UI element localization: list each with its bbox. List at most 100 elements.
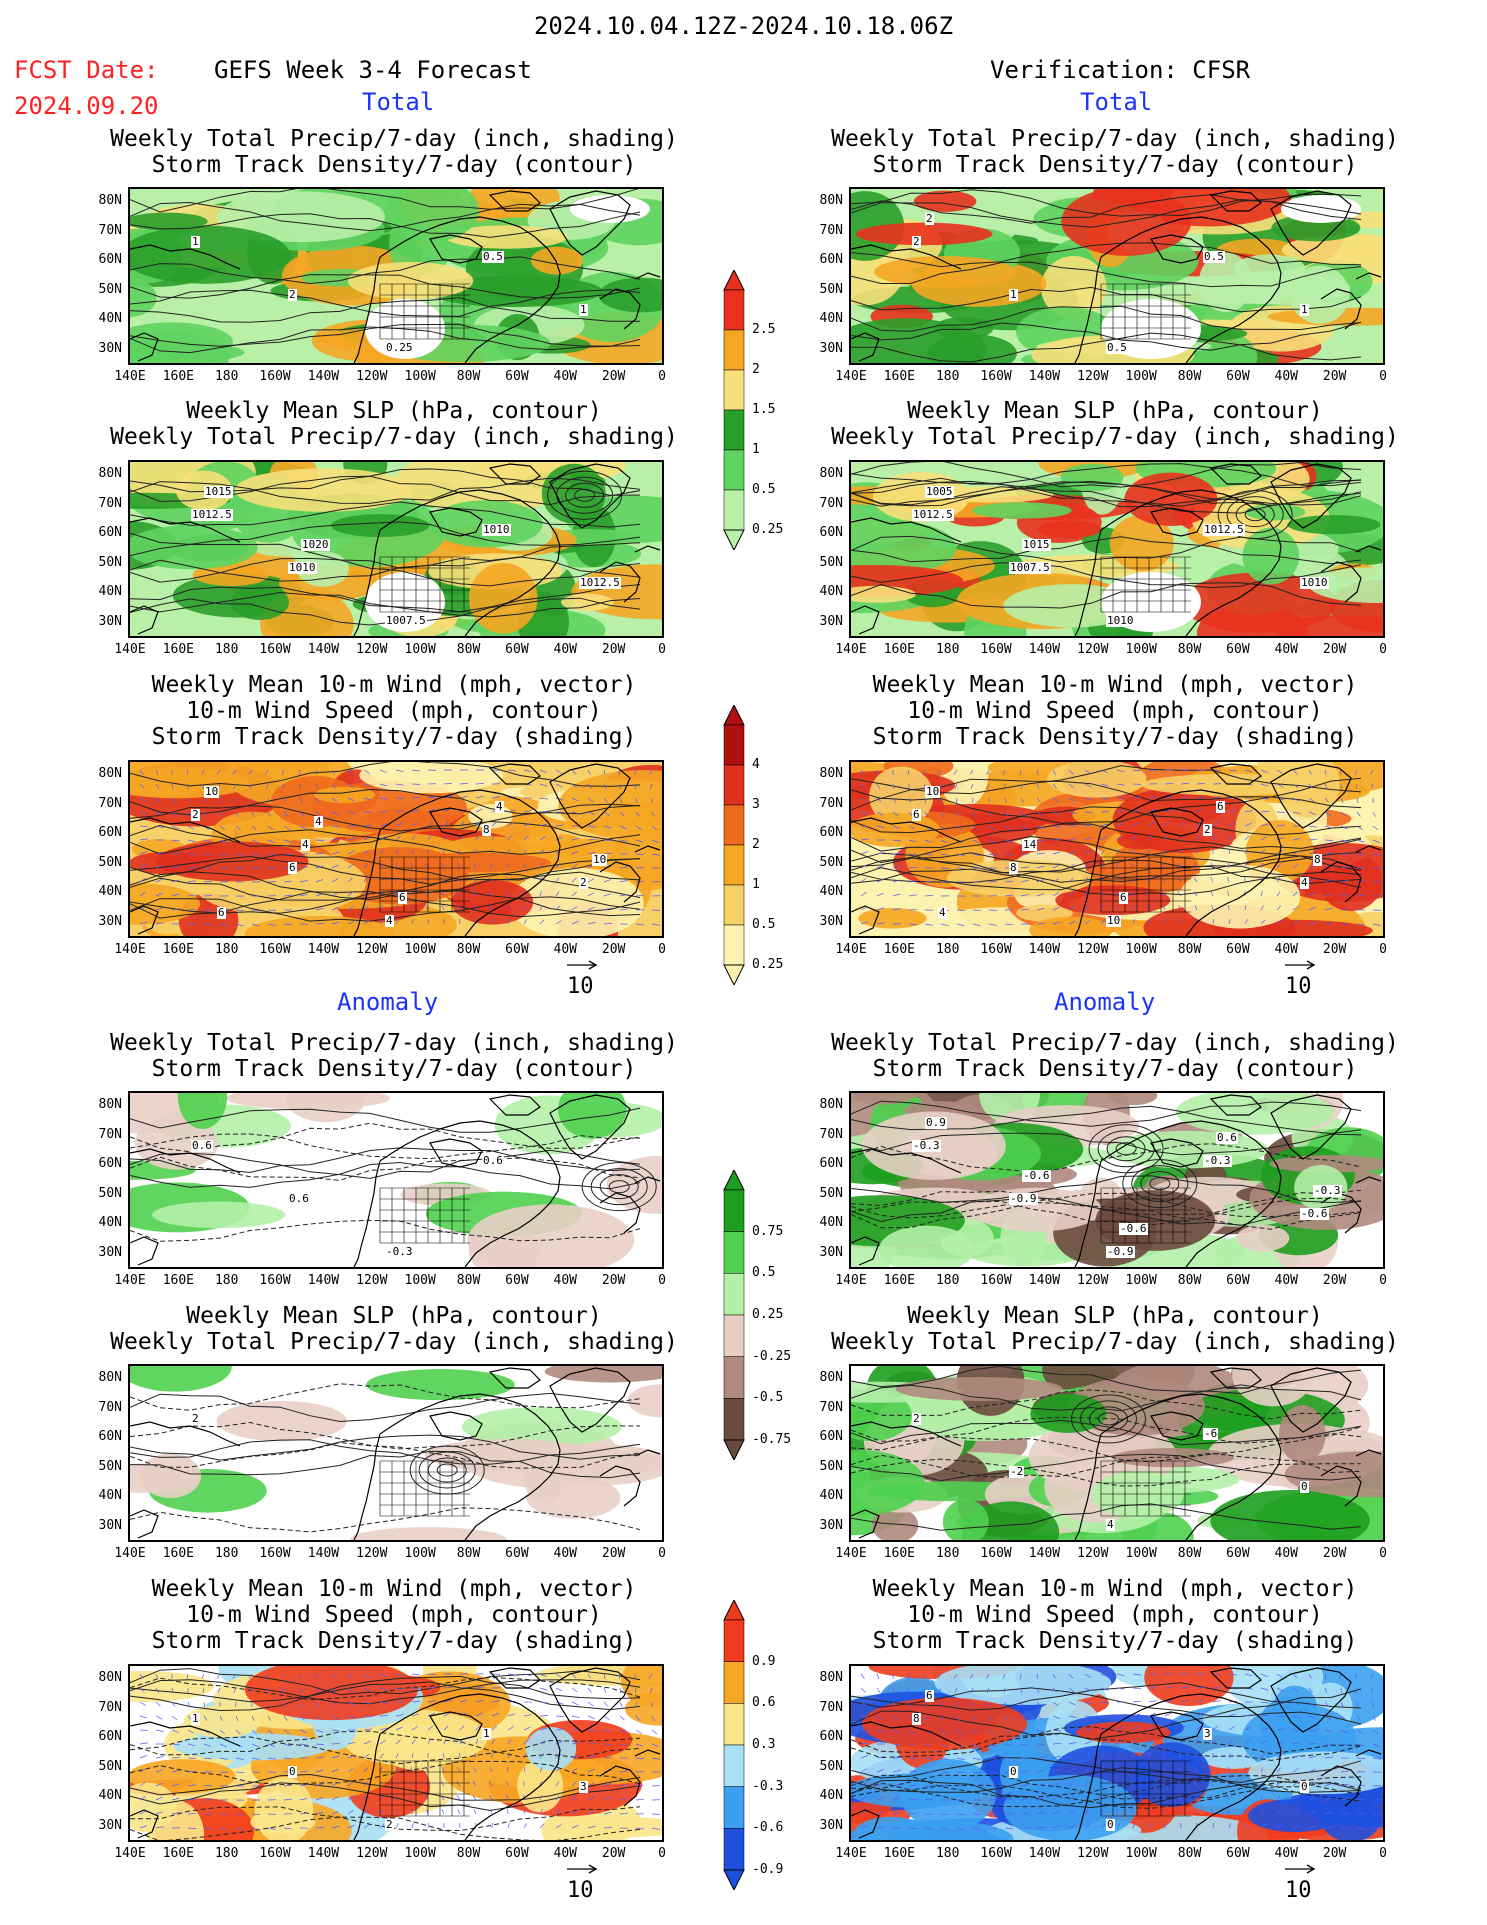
contour-label: 1: [482, 1727, 491, 1740]
lat-tick: 50N: [98, 281, 122, 297]
lon-tick: 140W: [307, 942, 340, 957]
lon-tick: 100W: [404, 1546, 436, 1561]
lat-tick: 40N: [98, 1488, 122, 1503]
lon-tick: 0: [1379, 642, 1387, 657]
vector-reference-value: 10: [567, 974, 594, 999]
contour-label: 6: [1216, 800, 1225, 813]
lat-tick: 60N: [98, 1156, 122, 1171]
colorbar-anom_storm: 0.9 0.6 0.3 -0.3 -0.6 -0.9: [722, 1598, 783, 1894]
lon-tick: 60W: [1226, 369, 1250, 384]
lon-tick: 160E: [883, 1846, 916, 1861]
colorbar-label: 0.9: [752, 1653, 776, 1669]
vector-reference-value: 10: [1285, 1878, 1312, 1903]
f-tot-2-title-line: Weekly Total Precip/7-day (inch, shading…: [110, 424, 678, 450]
lon-tick: 160W: [980, 642, 1012, 657]
lon-tick: 80W: [1177, 942, 1202, 957]
contour-label: 4: [938, 906, 947, 919]
lon-tick: 60W: [1226, 1546, 1250, 1561]
lon-tick: 160W: [259, 942, 291, 957]
colorbar-label: -0.25: [752, 1348, 792, 1364]
v_anom_1-map: -0.3 -0.9 -0.9 -0.3 -0.6 0.9 -0.6 -0.6 0.6 -0.3: [849, 1091, 1385, 1269]
lon-tick: 100W: [1125, 942, 1157, 957]
lon-tick: 20W: [1322, 942, 1347, 957]
lon-tick: 140W: [1028, 942, 1061, 957]
lon-tick: 160W: [259, 1546, 291, 1561]
f-anom-2-title-line: Weekly Total Precip/7-day (inch, shading…: [110, 1329, 678, 1355]
colorbar-label: 0.5: [752, 917, 776, 932]
lon-tick: 100W: [404, 642, 436, 657]
f-tot-3-title-line: Storm Track Density/7-day (shading): [151, 724, 637, 750]
lat-tick: 50N: [98, 1185, 122, 1201]
lat-tick: 60N: [98, 1429, 122, 1444]
contour-label: 4: [301, 838, 310, 851]
v-anom-3-title-line: Weekly Mean 10-m Wind (mph, vector): [872, 1576, 1358, 1602]
colorbar-label: 1.5: [752, 402, 776, 417]
f_anom_3-map: 1 0 2 1 3: [128, 1664, 664, 1842]
lon-tick: 20W: [601, 1273, 626, 1288]
colorbar-label: 0.5: [752, 482, 776, 497]
contour-label: 1012.5: [912, 508, 954, 521]
lon-tick: 80W: [1177, 369, 1202, 384]
f-anom-1-title-line: Storm Track Density/7-day (contour): [151, 1056, 637, 1082]
lat-tick: 50N: [819, 554, 843, 570]
contour-label: 1005: [925, 485, 954, 498]
lon-tick: 140E: [114, 642, 146, 657]
lon-tick: 120W: [1077, 942, 1109, 957]
lat-tick: 50N: [819, 281, 843, 297]
lon-tick: 100W: [1125, 1546, 1157, 1561]
v-anom-1-title-line: Weekly Total Precip/7-day (inch, shading…: [831, 1030, 1399, 1056]
contour-label: 6: [398, 891, 407, 904]
lon-tick: 120W: [1077, 1546, 1109, 1561]
v-tot-1-title-line: Storm Track Density/7-day (contour): [872, 152, 1358, 178]
lat-tick: 80N: [819, 766, 843, 781]
lat-tick: 30N: [98, 1517, 122, 1533]
lat-tick: 60N: [98, 825, 122, 840]
lon-tick: 180: [214, 369, 239, 384]
lon-tick: 40W: [553, 369, 578, 384]
lon-tick: 140W: [1028, 1546, 1061, 1561]
lon-tick: 140W: [307, 1546, 340, 1561]
lon-tick: 160E: [162, 642, 195, 657]
lon-tick: 60W: [1226, 942, 1250, 957]
contour-label: 6: [925, 1689, 934, 1702]
v-anom-1-title-line: Storm Track Density/7-day (contour): [872, 1056, 1358, 1082]
contour-label: 3: [1203, 1727, 1212, 1740]
lon-tick: 60W: [505, 369, 529, 384]
lon-tick: 160E: [883, 642, 916, 657]
v-anom-2-title-line: Weekly Total Precip/7-day (inch, shading…: [831, 1329, 1399, 1355]
contour-label: 1007.5: [1009, 561, 1051, 574]
contour-label: -0.3: [1203, 1154, 1232, 1167]
section-anomaly-left: Anomaly: [337, 988, 439, 1016]
colorbar-label: 2: [752, 362, 760, 377]
f-anom-1-title-line: Weekly Total Precip/7-day (inch, shading…: [110, 1030, 678, 1056]
lon-tick: 20W: [601, 642, 626, 657]
lon-tick: 140W: [307, 1273, 340, 1288]
lon-tick: 80W: [1177, 1546, 1202, 1561]
colorbar-label: 0.25: [752, 957, 784, 972]
lat-tick: 70N: [98, 1699, 122, 1715]
lon-tick: 180: [214, 942, 239, 957]
lat-tick: 30N: [98, 1244, 122, 1260]
section-total-left: Total: [362, 88, 435, 116]
lon-tick: 140E: [835, 369, 867, 384]
contour-label: 0.25: [385, 341, 414, 354]
lon-tick: 60W: [505, 1546, 529, 1561]
section-anomaly-right: Anomaly: [1054, 988, 1156, 1016]
lat-tick: 70N: [819, 1699, 843, 1715]
lon-tick: 180: [214, 1546, 239, 1561]
lat-tick: 40N: [819, 1788, 843, 1803]
lon-tick: 140E: [114, 369, 146, 384]
lon-tick: 180: [935, 369, 960, 384]
lon-tick: 40W: [553, 1846, 578, 1861]
lon-tick: 140E: [114, 942, 146, 957]
f-anom-2-title-line: Weekly Mean SLP (hPa, contour): [186, 1303, 602, 1329]
contour-label: 0: [288, 1765, 297, 1778]
lat-tick: 40N: [819, 1488, 843, 1503]
v-anom-2-title-line: Weekly Mean SLP (hPa, contour): [907, 1303, 1323, 1329]
lon-tick: 160E: [883, 1546, 916, 1561]
lon-tick: 80W: [1177, 1846, 1202, 1861]
contour-label: 8: [482, 823, 491, 836]
lat-tick: 40N: [98, 584, 122, 599]
lat-tick: 80N: [819, 193, 843, 208]
lon-tick: 160W: [980, 1273, 1012, 1288]
